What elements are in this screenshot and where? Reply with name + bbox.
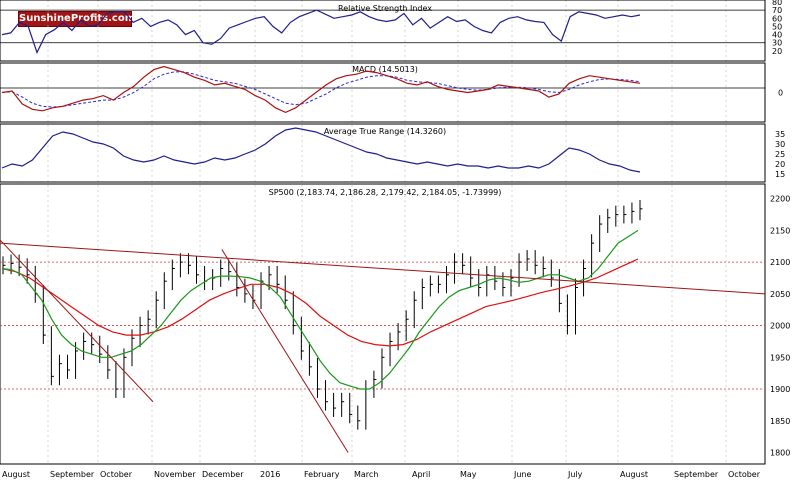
atr-tick-label: 20 — [775, 160, 785, 169]
sma-slow-line — [1, 258, 639, 347]
price-title: SP500 (2,183.74, 2,186.28, 2,179.42, 2,1… — [269, 188, 502, 197]
rsi-tick-label: 50 — [772, 22, 782, 31]
x-tick-label: October — [100, 470, 133, 479]
price-tick-label: 1900 — [770, 385, 790, 394]
price-tick-label: 2050 — [770, 290, 790, 299]
x-tick-label: December — [202, 470, 244, 479]
price-y-ticks: 2200 2150 2100 2050 2000 1950 1900 1850 1800 — [770, 195, 790, 458]
price-tick-label: 1950 — [770, 353, 790, 362]
atr-series-line — [1, 127, 641, 173]
price-level-lines — [0, 261, 765, 390]
x-axis-labels: August September October November December 20… — [2, 470, 761, 479]
price-tick-label: 2200 — [770, 195, 790, 204]
macd-tick-label: 0 — [778, 89, 783, 98]
atr-tick-label: 15 — [775, 170, 785, 179]
macd-panel: MACD (14.5013) 0 — [0, 62, 783, 123]
macd-line — [1, 65, 641, 114]
rsi-tick-label: 30 — [772, 39, 782, 48]
rsi-tick-label: 70 — [772, 6, 782, 15]
price-bars — [2, 199, 643, 430]
sma-fast-line — [1, 229, 639, 390]
vertical-gridlines — [47, 0, 727, 464]
rsi-series-line — [1, 9, 641, 55]
atr-tick-label: 25 — [775, 150, 785, 159]
rsi-tick-label: 40 — [772, 31, 782, 40]
atr-panel-frame — [0, 123, 766, 183]
x-tick-label: May — [460, 470, 477, 479]
x-tick-label: February — [304, 470, 340, 479]
macd-signal-line — [1, 71, 641, 108]
price-tick-label: 2150 — [770, 226, 790, 235]
price-tick-label: 1800 — [770, 448, 790, 457]
macd-panel-frame — [0, 62, 766, 123]
x-tick-label: July — [567, 470, 583, 479]
atr-tick-label: 30 — [775, 140, 785, 149]
x-tick-label: October — [728, 470, 761, 479]
price-panel: SP500 (2,183.74, 2,186.28, 2,179.42, 2,1… — [0, 183, 790, 465]
macd-title: MACD (14.5013) — [352, 65, 418, 74]
price-tick-label: 2000 — [770, 322, 790, 331]
trend-line-1 — [0, 239, 154, 403]
rsi-title: Relative Strength Index — [338, 4, 432, 13]
price-panel-frame — [0, 183, 766, 465]
logo-text-part1: Sunshine — [19, 13, 71, 24]
price-tick-label: 1850 — [770, 417, 790, 426]
trend-line-2 — [221, 249, 349, 453]
x-tick-label: November — [154, 470, 196, 479]
x-tick-label: September — [50, 470, 95, 479]
trend-line-0 — [0, 242, 766, 295]
price-tick-label: 2100 — [770, 258, 790, 267]
logo-text-part3: .com — [108, 13, 136, 24]
x-tick-label: August — [2, 470, 30, 479]
x-tick-label: 2016 — [260, 470, 280, 479]
x-tick-label: August — [620, 470, 648, 479]
x-tick-label: June — [513, 470, 532, 479]
rsi-panel-frame — [0, 0, 766, 62]
x-tick-label: April — [412, 470, 430, 479]
atr-tick-label: 35 — [775, 130, 785, 139]
trend-lines — [0, 239, 766, 453]
atr-title: Average True Range (14.3260) — [324, 127, 446, 136]
rsi-tick-label: 80 — [772, 0, 782, 7]
macd-y-ticks: 0 — [778, 89, 783, 98]
logo-text-part2: Profits — [70, 13, 109, 24]
rsi-tick-label: 60 — [772, 14, 782, 23]
x-tick-label: March — [354, 470, 378, 479]
x-tick-label: September — [674, 470, 719, 479]
rsi-tick-label: 20 — [772, 47, 782, 56]
rsi-level-lines — [0, 9, 765, 44]
